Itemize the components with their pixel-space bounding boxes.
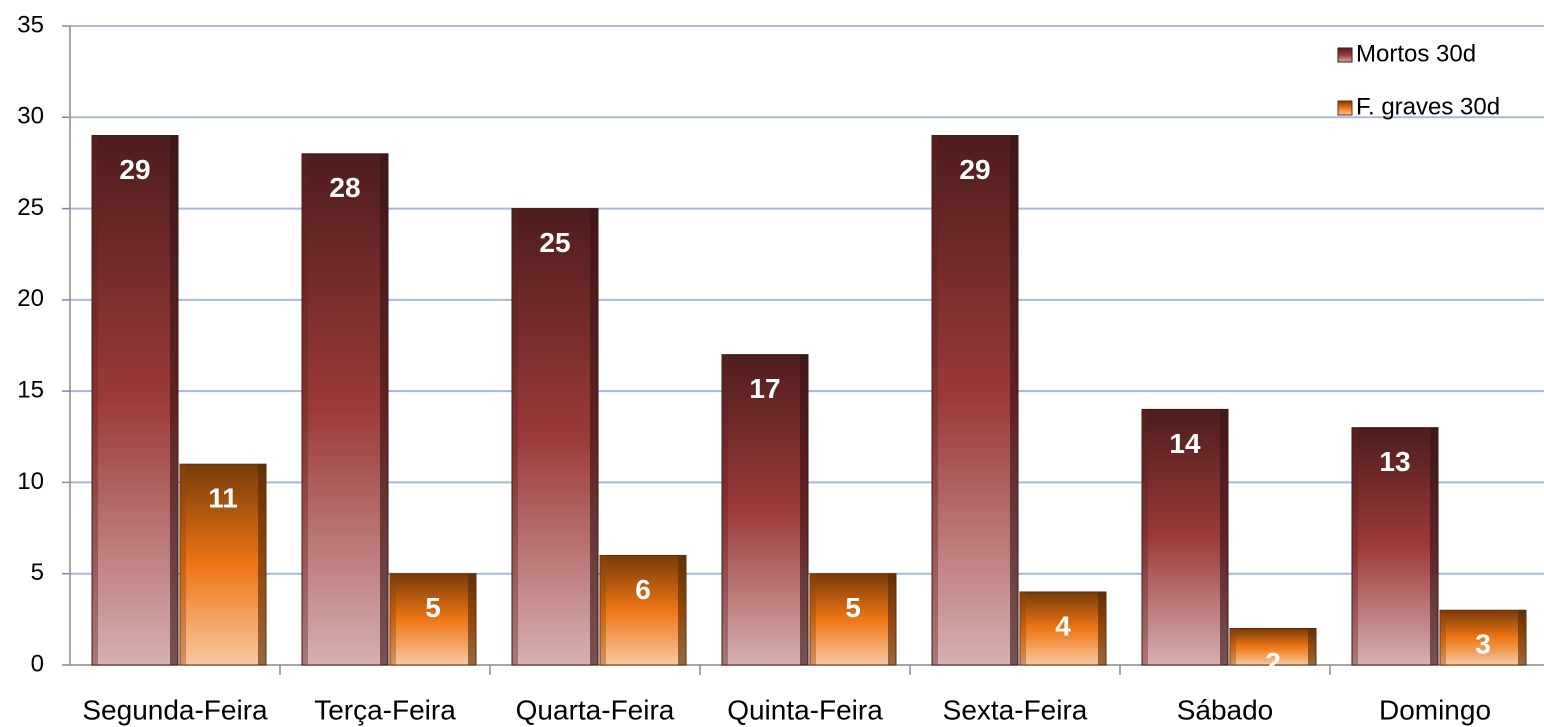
bar-bevel <box>302 153 308 666</box>
x-tick-label: Terça-Feira <box>314 694 456 725</box>
bar <box>1141 408 1229 666</box>
data-label: 11 <box>208 483 238 514</box>
data-label: 4 <box>1055 610 1071 641</box>
x-tick-label: Domingo <box>1379 694 1491 725</box>
bar <box>511 208 599 666</box>
bar-bevel <box>810 573 816 665</box>
y-tick-label: 25 <box>17 194 44 221</box>
y-tick-label: 10 <box>17 468 44 495</box>
y-tick-label: 30 <box>17 103 44 130</box>
bar-bevel <box>512 208 518 666</box>
y-tick-label: 35 <box>17 11 44 38</box>
data-label: 5 <box>845 592 861 623</box>
bar-bevel <box>888 573 896 665</box>
bar <box>1351 427 1439 666</box>
x-tick-label: Quinta-Feira <box>727 694 883 725</box>
bar <box>931 135 1019 666</box>
data-label: 28 <box>329 172 360 203</box>
bar-bevel <box>1430 427 1438 665</box>
y-tick-label: 5 <box>31 559 44 586</box>
data-label: 29 <box>119 154 150 185</box>
bar-bevel <box>1352 427 1358 665</box>
bar <box>389 573 477 666</box>
x-tick-label: Sexta-Feira <box>943 694 1088 725</box>
y-tick-label: 15 <box>17 376 44 403</box>
data-label: 17 <box>749 373 780 404</box>
bar-bevel <box>1142 409 1148 665</box>
bar <box>1229 627 1317 666</box>
legend-label: F. graves 30d <box>1356 93 1500 120</box>
y-tick-label: 0 <box>31 650 44 677</box>
bar <box>1439 609 1527 666</box>
bar <box>91 135 179 666</box>
bar <box>1019 591 1107 666</box>
bar-bevel <box>170 135 178 666</box>
bar <box>721 354 809 666</box>
bar-bevel <box>722 354 728 665</box>
bar-bevel <box>1098 591 1106 665</box>
bar-bevel <box>380 153 388 666</box>
bar-bevel <box>1010 135 1018 666</box>
bar-bevel <box>800 354 808 665</box>
x-tick-label: Sábado <box>1177 694 1274 725</box>
bar-bevel <box>600 555 606 665</box>
data-label: 29 <box>959 154 990 185</box>
bar-bevel <box>1308 628 1316 665</box>
legend-label: Mortos 30d <box>1356 40 1476 67</box>
bar <box>301 153 389 666</box>
data-label: 5 <box>425 592 441 623</box>
bar-bevel <box>1020 591 1026 665</box>
bar-bevel <box>92 135 98 666</box>
bar-bevel <box>1518 610 1526 665</box>
bar-bevel <box>932 135 938 666</box>
bar-bevel <box>1230 628 1236 665</box>
bar-bevel <box>1220 409 1228 665</box>
bar-bevel <box>180 464 186 665</box>
data-label: 2 <box>1265 647 1281 678</box>
x-tick-label: Quarta-Feira <box>516 694 675 725</box>
data-label: 14 <box>1169 428 1201 459</box>
bar-bevel <box>1440 610 1446 665</box>
data-label: 13 <box>1379 446 1410 477</box>
bar-bevel <box>258 464 266 665</box>
data-label: 25 <box>539 227 570 258</box>
bar-bevel <box>590 208 598 666</box>
legend-swatch <box>1337 47 1353 63</box>
bar-bevel <box>390 573 396 665</box>
legend-swatch <box>1337 100 1353 116</box>
bar <box>179 463 267 666</box>
bar-bevel <box>678 555 686 665</box>
y-tick-label: 20 <box>17 285 44 312</box>
x-tick-label: Segunda-Feira <box>82 694 268 725</box>
bar <box>599 554 687 666</box>
data-label: 6 <box>635 574 651 605</box>
data-label: 3 <box>1475 629 1491 660</box>
bar-bevel <box>468 573 476 665</box>
